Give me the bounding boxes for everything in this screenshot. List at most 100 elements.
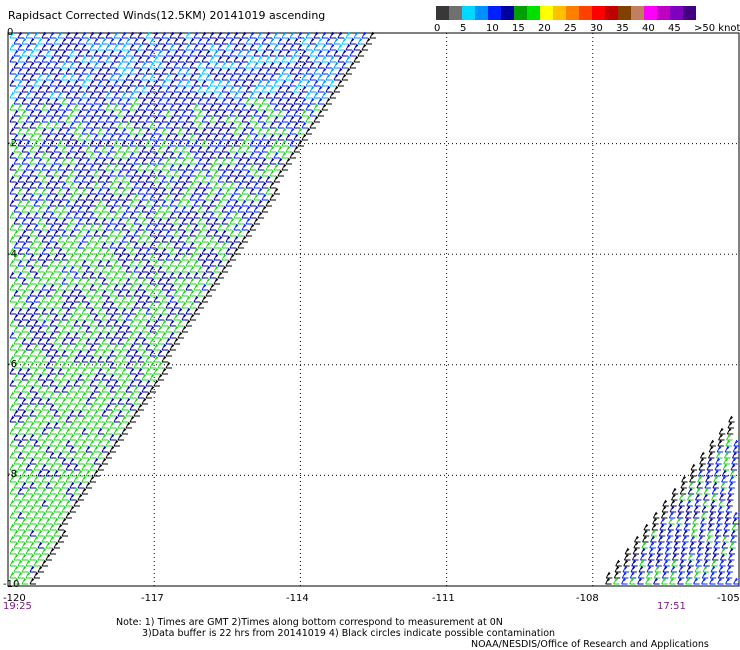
wind-barb [13,313,20,321]
wind-barb [193,175,200,183]
wind-barb [9,115,16,123]
wind-barb [253,97,260,105]
wind-barb [221,85,228,93]
wind-barb [173,229,180,237]
wind-barb [221,121,228,129]
wind-barb [49,379,56,387]
wind-barb [17,511,24,519]
wind-barb [17,199,24,207]
wind-barb [29,37,36,45]
wind-barb [145,175,152,183]
wind-barb [57,391,64,399]
wind-barb [157,109,164,117]
wind-barb [77,133,84,141]
wind-barb [13,433,20,441]
wind-barb [121,55,128,63]
wind-barb [671,559,678,567]
wind-barb [29,133,36,141]
wind-barb [129,199,136,207]
wind-barb [9,499,16,507]
wind-barb [13,337,20,345]
wind-barb [145,103,152,111]
wind-barb [57,271,64,279]
wind-barb [177,103,184,111]
wind-barb [157,97,164,105]
wind-barb [177,211,184,219]
wind-barb [21,49,28,57]
wind-barb [149,133,156,141]
wind-barb [29,169,36,177]
wind-barb [41,247,48,255]
wind-barb [29,289,36,297]
wind-barb [117,61,124,69]
wind-barb [29,193,36,201]
wind-barb [157,349,164,357]
wind-barb [109,397,116,405]
wind-barb [153,187,160,195]
wind-barb [732,451,739,459]
wind-barb [117,109,124,117]
wind-barb [169,271,176,279]
wind-barb [125,325,132,333]
wind-barb [293,97,300,105]
wind-barb [61,157,68,165]
wind-barb [686,499,693,507]
wind-barb [149,265,156,273]
wind-barb [229,37,236,45]
wind-barb [213,253,220,261]
wind-barb [149,313,156,321]
wind-barb [53,337,60,345]
wind-barb [77,289,84,297]
wind-barb [269,145,276,153]
wind-barb [205,37,212,45]
wind-barb [101,37,108,45]
wind-barb [145,55,152,63]
wind-barb [53,49,60,57]
wind-barb [703,553,711,561]
wind-barb [333,49,340,57]
wind-barb [177,307,184,315]
wind-barb [137,391,144,399]
wind-barb [237,109,244,117]
wind-barb [101,145,108,153]
wind-barb [277,121,284,129]
wind-barb [269,121,276,129]
wind-barb [701,577,708,585]
wind-barb [129,187,136,195]
wind-barb [81,355,88,363]
wind-barb [29,433,36,441]
wind-barb [209,103,216,111]
wind-barb [73,151,80,159]
wind-barb [45,325,52,333]
colorbar-label: 25 [564,23,577,34]
wind-barb [634,535,641,543]
wind-barb [181,49,188,57]
wind-barb [165,133,172,141]
wind-barb [345,43,352,51]
wind-barb [301,121,308,129]
wind-barb [169,187,176,195]
wind-barb [297,127,304,135]
wind-barb [45,97,52,105]
wind-barb [17,247,24,255]
wind-barb [241,151,248,159]
wind-barb [73,247,80,255]
wind-barb [221,49,228,57]
wind-barb [13,265,20,273]
wind-barb [13,505,20,513]
wind-barb [141,361,148,369]
wind-barb [197,49,204,57]
wind-barb [133,217,140,225]
wind-barb [217,127,224,135]
wind-barb [173,109,180,117]
wind-barb [85,337,92,345]
wind-barb [65,283,72,291]
wind-barb [65,511,72,519]
wind-barb [361,31,368,39]
wind-barb [269,85,276,93]
wind-barb [121,367,128,375]
wind-barb [273,79,280,87]
wind-barb [57,499,64,507]
lon-label-108: -108 [576,593,599,604]
wind-barb [221,265,228,273]
